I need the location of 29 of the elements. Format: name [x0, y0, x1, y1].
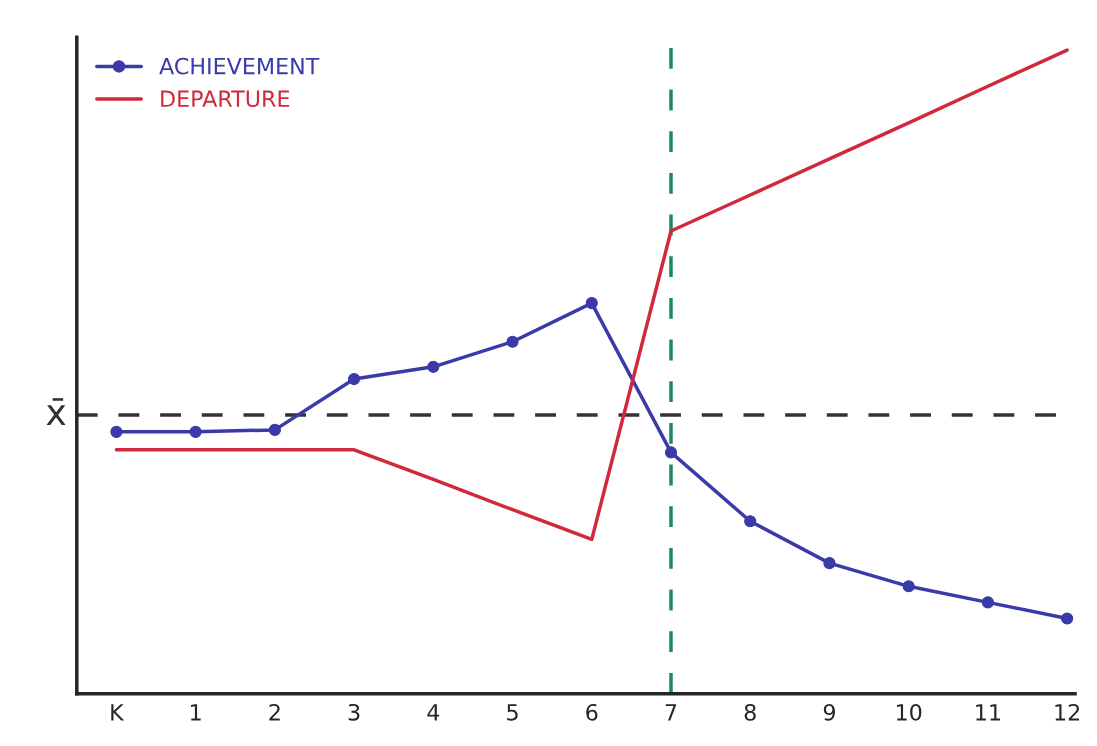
point	[902, 580, 915, 593]
point	[268, 423, 281, 436]
x-tick-label: 12	[1055, 703, 1080, 721]
x-tick-label: 9	[823, 703, 835, 721]
ref-line-label: x̄	[46, 398, 66, 426]
x-tick-label: 5	[507, 704, 518, 721]
point	[823, 557, 836, 570]
x-tick-label: 11	[976, 704, 1000, 721]
x-tick-label: 4	[427, 704, 440, 721]
point	[585, 297, 598, 310]
point	[664, 446, 678, 459]
legend-label: ACHIEVEMENT	[159, 57, 320, 75]
x-tick-label: 10	[896, 703, 922, 721]
point	[427, 360, 440, 373]
point	[981, 596, 994, 609]
point	[348, 372, 361, 386]
x-tick-label: 3	[348, 703, 360, 721]
x-tick-label: 7	[665, 704, 677, 721]
point	[506, 335, 519, 348]
point	[189, 425, 202, 438]
point	[744, 515, 757, 528]
x-tick-label: 6	[586, 703, 598, 721]
point	[1061, 612, 1074, 625]
x-tick-label: K	[111, 704, 125, 721]
legend-label: DEPARTURE	[161, 90, 290, 108]
x-tick-label: 1	[191, 704, 201, 721]
point	[110, 425, 123, 438]
x-tick-label: 8	[744, 703, 756, 721]
x-tick-label: 2	[269, 703, 280, 721]
